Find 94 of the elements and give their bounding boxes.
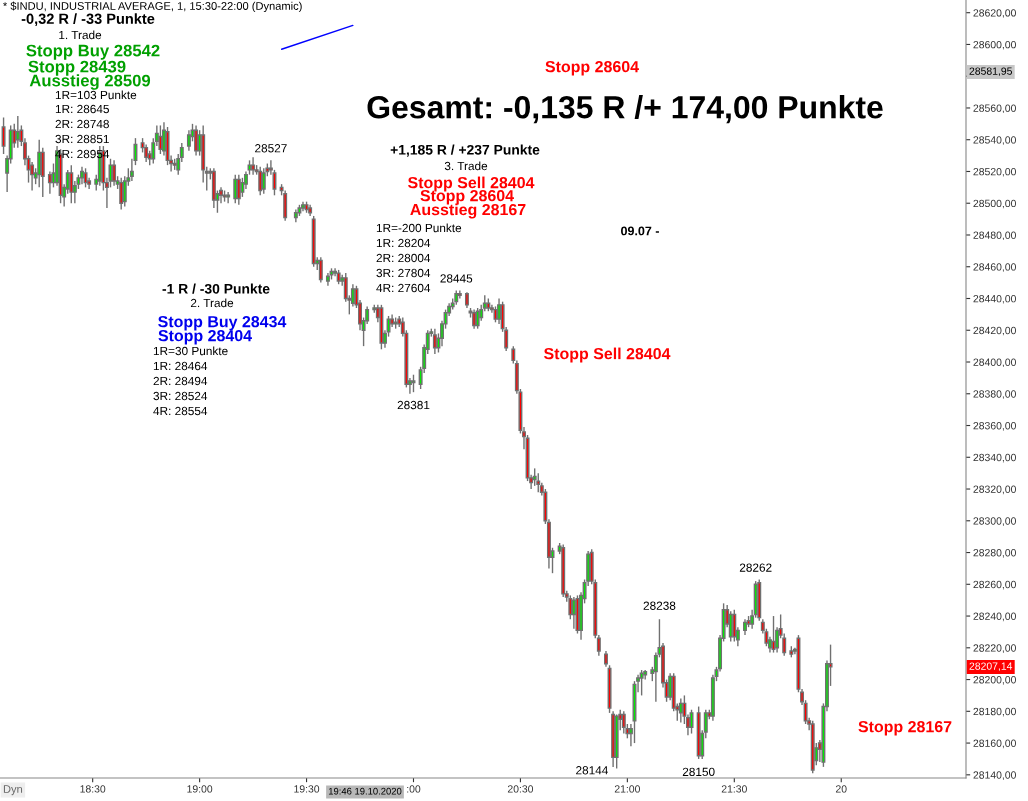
annotation: Gesamt: -0,135 R /+ 174,00 Punkte [367, 95, 883, 124]
annotation: Stopp Buy 28434 [158, 315, 287, 331]
candlestick [233, 173, 238, 204]
y-tick-label: 28180,00 [973, 707, 1016, 717]
annotation: 28381 [397, 400, 430, 410]
candlestick [689, 709, 694, 735]
annotation: 1R=-200 Punkte [376, 223, 462, 233]
candlestick [226, 191, 231, 204]
candlestick [158, 124, 163, 155]
candlestick [261, 167, 266, 195]
y-tick-label: 28280,00 [973, 549, 1016, 558]
y-tick-label: 28320,00 [973, 485, 1016, 495]
annotation: Stopp 28167 [858, 720, 952, 736]
y-tick-label: 28560,00 [973, 104, 1016, 114]
annotation: Stopp Buy 28542 [26, 44, 160, 60]
y-tick-label: 28400,00 [973, 358, 1016, 368]
x-tick-label: 19:00 [187, 785, 213, 793]
annotation: Stopp 28404 [158, 329, 252, 345]
y-tick-label: 28300,00 [973, 517, 1016, 526]
x-tick-label: 18:30 [80, 785, 106, 793]
annotation: 2R: 28004 [376, 253, 431, 263]
y-tick-label: 28600,00 [973, 40, 1016, 50]
annotation: 2R: 28748 [55, 119, 109, 129]
annotation: 28262 [739, 563, 772, 572]
candlestick [119, 177, 124, 211]
annotation: 3. Trade [444, 161, 488, 171]
y-tick-label: 28440,00 [973, 295, 1016, 304]
x-tick-label: 20:30 [507, 785, 534, 793]
annotation: 28150 [682, 767, 715, 776]
annotation: 1R=30 Punkte [153, 346, 228, 356]
candlestick [69, 164, 74, 204]
text: 19:46 19.10.2020 [328, 787, 402, 795]
annotation: 28238 [643, 601, 676, 610]
y-tick-label: 28380,00 [973, 390, 1016, 399]
annotation: 1R: 28645 [55, 104, 109, 114]
annotation: Stopp Sell 28404 [543, 347, 671, 363]
annotation: Ausstieg 28509 [29, 74, 151, 90]
candlestick [37, 139, 42, 189]
candlestick [258, 166, 263, 196]
x-tick-label: 21:30 [721, 785, 747, 793]
annotation: 2R: 28494 [153, 376, 208, 386]
annotation: 2. Trade [190, 298, 234, 308]
annotation: 4R: 27604 [376, 283, 431, 293]
annotation: 09.07 - [621, 226, 659, 236]
y-tick-label: 28520,00 [973, 167, 1016, 177]
candlestick [621, 710, 626, 735]
candlestick [194, 124, 199, 157]
annotation: 1R: 28204 [376, 238, 431, 248]
candlestick [536, 472, 541, 493]
y-tick-label: 28360,00 [973, 422, 1016, 431]
y-tick-label: 28160,00 [973, 739, 1016, 749]
annotation: Ausstieg 28167 [410, 203, 526, 219]
candlestick [782, 632, 787, 657]
y-tick-label: 28480,00 [973, 231, 1016, 241]
y-tick-label: 28420,00 [973, 326, 1016, 336]
y-tick-label: 28460,00 [973, 263, 1016, 272]
annotation: Stopp 28604 [420, 189, 514, 205]
x-tick-label: 21:00 [614, 785, 640, 793]
annotation: 28144 [576, 766, 608, 775]
annotation: 3R: 28524 [153, 391, 208, 401]
candlestick [472, 308, 477, 330]
y-tick-label: 28140,00 [973, 771, 1016, 780]
candlestick [112, 159, 117, 187]
annotation: 3R: 28851 [55, 134, 109, 144]
annotation: 1. Trade [59, 30, 102, 40]
annotation: -1 R / -30 Punkte [162, 283, 270, 294]
candlestick [732, 609, 737, 643]
annotation: 1R: 28464 [153, 361, 208, 371]
y-tick-label: 28220,00 [973, 644, 1016, 653]
chart-title: * $INDU, INDUSTRIAL AVERAGE, 1, 15:30-22:00 (Dynamic) [3, 1, 302, 13]
y-tick-label: 28540,00 [973, 136, 1016, 145]
y-tick-label: 28200,00 [973, 676, 1016, 685]
annotation: 4R: 28554 [153, 406, 208, 416]
annotation: 1R=103 Punkte [55, 90, 137, 100]
candlestick [1, 116, 6, 155]
x-tick-label: 19:30 [294, 785, 320, 793]
annotation: -0,32 R / -33 Punkte [21, 13, 155, 27]
annotation: 28527 [255, 144, 287, 153]
y-tick-label: 28340,00 [973, 453, 1016, 463]
candlestick [639, 669, 644, 697]
annotation: Stopp 28604 [545, 60, 639, 76]
y-tick-label: 28500,00 [973, 199, 1016, 209]
y-tick-label: 28240,00 [973, 612, 1016, 622]
annotation: 28445 [440, 274, 473, 283]
text: 28207,14 [969, 662, 1013, 672]
text: Dyn [3, 785, 23, 796]
annotation: +1,185 R / +237 Punkte [390, 144, 540, 157]
annotation: 3R: 27804 [376, 268, 431, 278]
y-tick-label: 28260,00 [973, 580, 1016, 590]
text: 28581,95 [969, 67, 1013, 77]
x-tick-label: 20 [835, 785, 847, 793]
y-tick-label: 28620,00 [973, 9, 1016, 18]
x-tick-label: :00 [407, 785, 421, 793]
candlestick [497, 297, 502, 325]
